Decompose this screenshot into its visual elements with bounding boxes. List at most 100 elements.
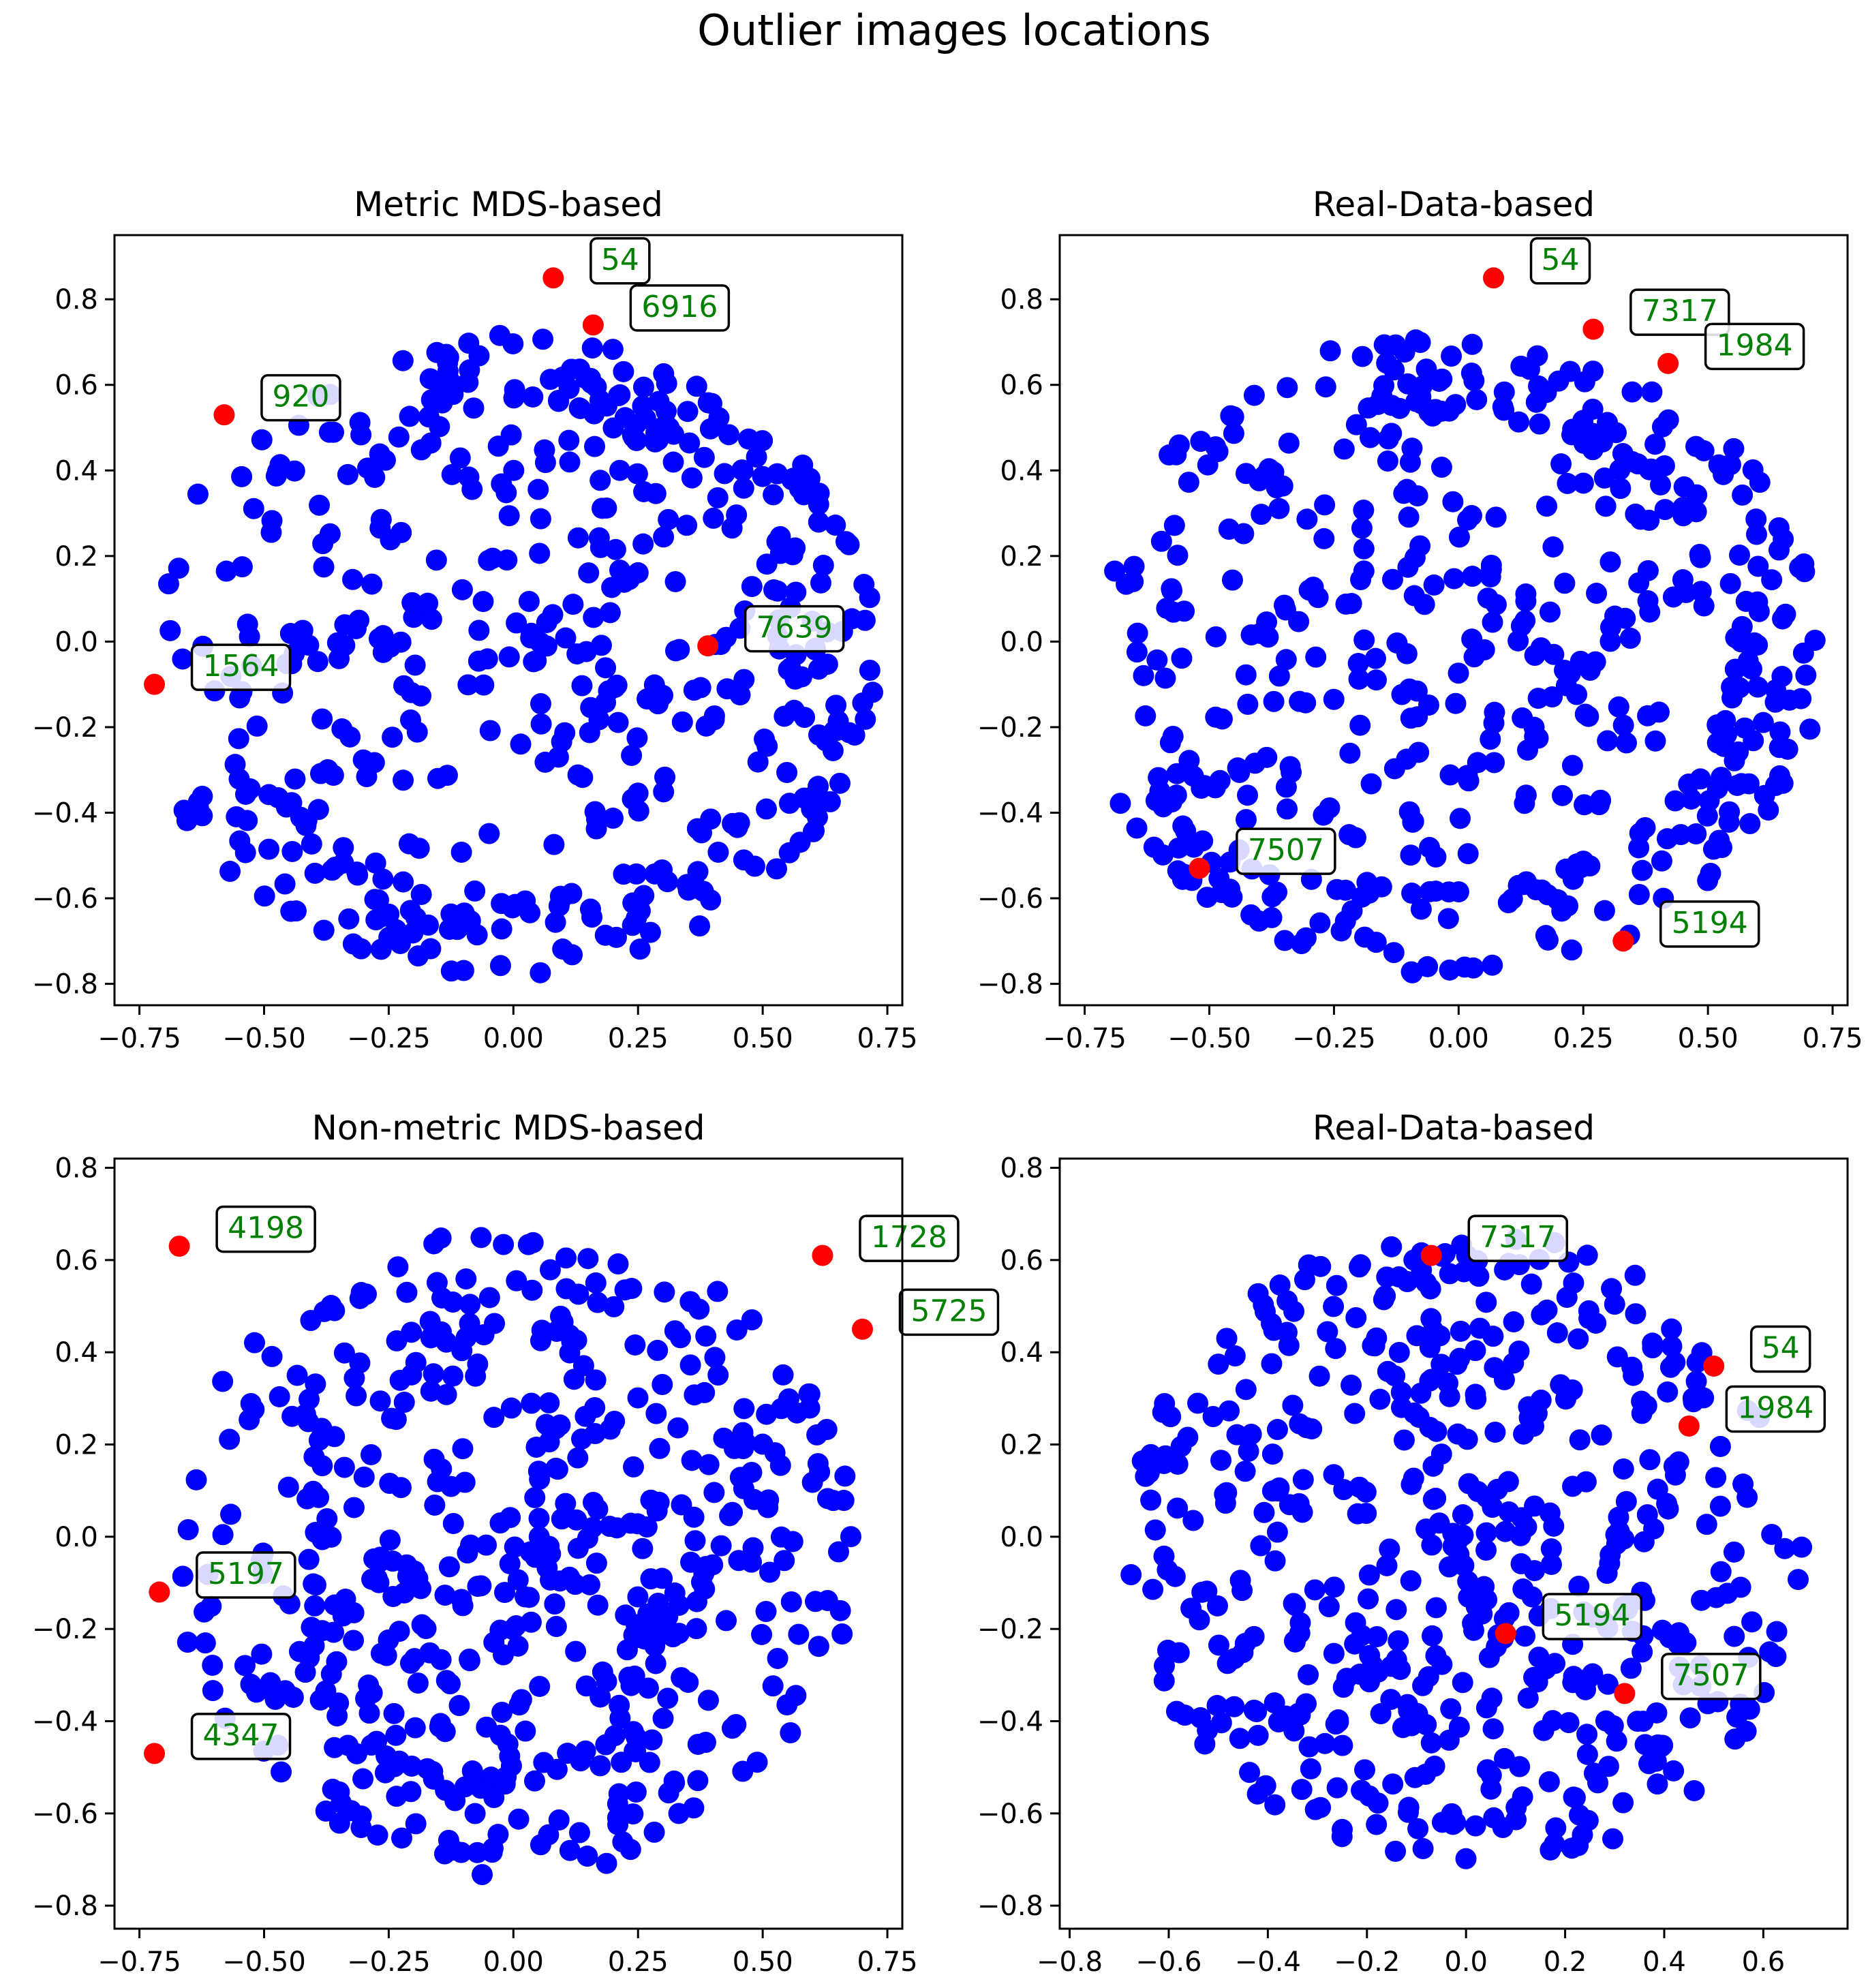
data-point [680,1551,702,1573]
data-point [567,527,589,549]
data-point [1508,1340,1530,1362]
data-point [194,1632,216,1654]
data-point [855,708,876,730]
data-point [1425,881,1447,902]
data-point [1383,758,1405,780]
data-point [1261,1480,1283,1502]
data-point [1634,1734,1656,1756]
data-point [1561,424,1583,446]
data-point [1253,465,1275,487]
data-point [1171,647,1193,669]
data-point [530,693,551,715]
x-tick-label: 0.25 [608,1023,669,1054]
data-point [752,465,774,487]
data-point [1371,385,1393,407]
data-point [1578,1300,1599,1321]
data-point [1266,881,1288,903]
data-point [1313,804,1334,826]
data-point [590,1755,611,1777]
data-point [807,1453,829,1475]
data-point [759,1561,780,1583]
data-point [1730,1576,1751,1598]
data-point [1723,438,1745,459]
outlier-label-box [1542,1593,1643,1640]
data-point [322,1778,343,1800]
data-point [1278,1494,1300,1516]
data-point [1443,568,1465,590]
data-point [1348,669,1370,690]
data-point [645,1653,667,1674]
data-point [656,373,677,395]
data-point [500,1397,522,1419]
data-point [662,451,684,473]
data-point [1229,1728,1251,1749]
data-point [575,1675,597,1697]
data-point [212,1371,234,1392]
subplot-title: Real-Data-based [1313,185,1595,224]
data-point [1466,388,1488,410]
data-point [1535,925,1557,947]
data-point [1362,1655,1383,1677]
data-point [1583,1762,1605,1784]
data-point [1480,729,1501,750]
data-point [1419,1416,1441,1438]
data-point [1218,518,1240,540]
data-point [366,1730,388,1752]
data-point [1724,658,1746,680]
y-tick-label: 0.4 [1000,1337,1043,1368]
data-point [1450,808,1471,829]
data-point [1468,640,1490,662]
y-tick-label: −0.8 [977,1891,1043,1922]
data-point [1689,543,1711,565]
data-point [468,620,490,641]
subplot-4: Real-Data-based 7317 54 1984 5194 7507 −0.8 −0.… [977,1108,1849,1978]
data-point [785,581,807,603]
outlier-label-box [190,1713,292,1760]
data-point [1276,1321,1298,1343]
data-point [808,1636,829,1657]
data-point [494,1582,516,1604]
data-point [1285,1595,1306,1617]
data-point [1182,1510,1204,1531]
data-point [1657,409,1679,431]
data-point [1513,874,1535,896]
data-point [540,1543,562,1565]
data-point [1437,1372,1459,1394]
data-point [1237,784,1259,806]
data-point [1540,1553,1562,1575]
data-point [1442,491,1464,513]
data-point [707,1364,729,1386]
data-point [778,793,800,814]
data-point [793,484,814,506]
data-point [1527,345,1548,367]
data-point [1379,1538,1400,1560]
data-point [1403,585,1425,607]
data-point [1333,438,1355,460]
data-point [825,515,846,536]
data-point [503,387,525,409]
data-point [1570,650,1591,672]
data-point [859,660,881,682]
data-point [1243,384,1265,406]
data-point [1319,340,1341,362]
data-point [1341,900,1363,921]
subplot-title: Metric MDS-based [354,185,663,224]
data-point [239,778,261,800]
data-point [1415,1763,1437,1785]
outlier-label: 7317 [1642,294,1718,328]
data-point [1567,1835,1589,1856]
data-point [1465,1340,1486,1362]
data-point [1599,1544,1621,1565]
data-point [1475,1697,1497,1719]
data-point [1455,1848,1477,1869]
data-point [571,1428,593,1450]
data-point [435,1779,457,1801]
data-point [1732,1473,1754,1495]
data-point [1383,942,1405,964]
data-point [1224,1345,1246,1367]
data-point [1153,1670,1175,1692]
data-point [1235,809,1257,831]
outlier-label-box [1661,1653,1762,1700]
data-point [1508,411,1530,433]
